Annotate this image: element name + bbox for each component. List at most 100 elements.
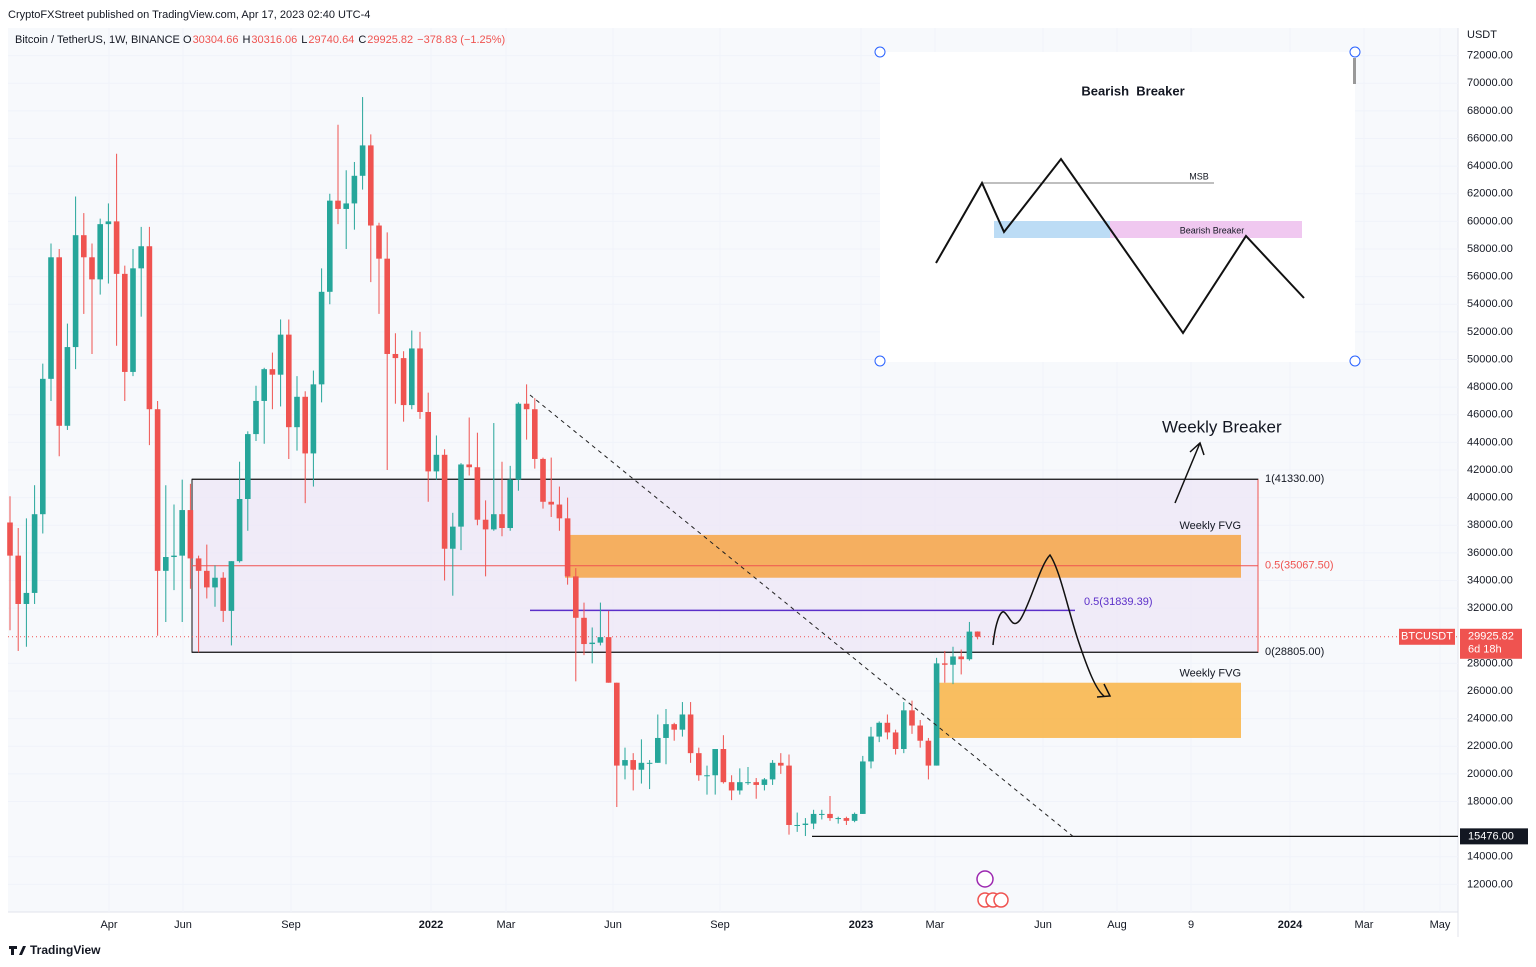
y-tick-label: 44000.00: [1467, 436, 1513, 448]
candle-body: [737, 782, 743, 791]
candle-body: [630, 760, 636, 770]
arrow-head: [1096, 683, 1112, 698]
candle-body: [843, 818, 850, 821]
candle-body: [105, 221, 112, 225]
footer-brand: TradingView: [30, 943, 101, 957]
y-tick-label: 24000.00: [1467, 713, 1513, 725]
inset-box: [880, 52, 1355, 362]
y-tick-label: 54000.00: [1467, 298, 1513, 310]
candle-body: [491, 514, 497, 530]
legend-key: H: [242, 34, 250, 46]
candle-body: [441, 454, 448, 549]
zones: [8, 478, 1458, 837]
inset-title: Bearish Breaker: [1081, 83, 1184, 98]
candle-body: [97, 224, 103, 280]
candle-body: [909, 710, 915, 726]
candle-body: [638, 762, 645, 770]
candle-body: [327, 200, 333, 292]
candle-body: [318, 291, 325, 385]
candle-body: [605, 637, 612, 683]
candle-body: [835, 818, 841, 820]
candle-body: [72, 235, 79, 348]
candle-body: [942, 663, 948, 665]
y-tick-label: 20000.00: [1467, 768, 1513, 780]
y-tick-label: 62000.00: [1467, 188, 1513, 200]
legend-key: L: [301, 34, 307, 46]
candle-body: [794, 824, 800, 826]
candle-body: [146, 246, 153, 410]
candle-body: [687, 714, 694, 754]
y-tick-label: 14000.00: [1467, 851, 1513, 863]
candle-body: [704, 775, 710, 777]
candle-body: [646, 762, 653, 764]
candle-body: [474, 467, 481, 520]
candle-body: [753, 782, 759, 785]
candle-body: [819, 813, 825, 815]
candle-body: [523, 403, 530, 410]
candle-body: [56, 257, 62, 426]
candle-body: [64, 347, 71, 426]
legend-change: −378.83 (−1.25%): [417, 34, 505, 46]
x-tick-label: Mar: [497, 919, 516, 931]
trendline: [529, 394, 1076, 839]
symbol-tag: [1399, 628, 1455, 645]
logo-mark: [9, 946, 26, 955]
support-tag: [1460, 828, 1528, 845]
candle-body: [933, 663, 940, 766]
legend-value: 29740.64: [308, 34, 354, 46]
handle[interactable]: [1349, 46, 1361, 58]
y-tick-label: 48000.00: [1467, 381, 1513, 393]
handle[interactable]: [874, 46, 886, 58]
handle[interactable]: [1349, 355, 1361, 367]
y-tick-label: 52000.00: [1467, 326, 1513, 338]
support-label: 15476.00: [1468, 830, 1514, 842]
y-tick-label: 58000.00: [1467, 243, 1513, 255]
axes: 12000.00 14000.00 18000.00 20000.00 22000.00…: [100, 50, 1528, 931]
y-tick-label: 60000.00: [1467, 215, 1513, 227]
legend-key: O: [183, 34, 192, 46]
inset-blue-zone: [994, 221, 1110, 238]
candle-body: [450, 526, 456, 549]
x-tick-label: Apr: [100, 919, 117, 931]
candle-body: [851, 813, 858, 821]
candle-body: [876, 722, 882, 737]
candle-body: [663, 724, 669, 738]
candle-body: [466, 464, 472, 468]
candle-body: [925, 740, 932, 766]
fib-label: 1(41330.00): [1265, 473, 1324, 485]
event-icon[interactable]: [993, 892, 1009, 908]
y-tick-label: 66000.00: [1467, 132, 1513, 144]
overlay: [529, 394, 1205, 839]
candle-body: [745, 782, 751, 784]
candle-body: [220, 577, 226, 611]
candle-body: [400, 358, 407, 406]
candle-body: [130, 268, 136, 372]
x-tick-label: Sep: [281, 919, 301, 931]
y-tick-label: 32000.00: [1467, 602, 1513, 614]
candle-body: [343, 203, 349, 209]
y-tick-label: 26000.00: [1467, 685, 1513, 697]
x-tick-label: Mar: [1355, 919, 1374, 931]
y-tick-label: 34000.00: [1467, 574, 1513, 586]
candle-body: [253, 400, 259, 435]
candle-body: [868, 736, 874, 762]
candle-body: [335, 200, 341, 209]
candle-body: [564, 518, 571, 577]
candle-body: [113, 221, 120, 274]
candle-body: [40, 378, 46, 515]
y-tick-label: 72000.00: [1467, 50, 1513, 62]
candle-body: [122, 273, 128, 372]
candle-body: [89, 257, 95, 280]
handle[interactable]: [874, 355, 886, 367]
fvg-label: Weekly FVG: [1179, 668, 1241, 680]
midline-label: 0.5(31839.39): [1084, 596, 1153, 608]
event-icon[interactable]: [976, 870, 994, 888]
x-tick-label: May: [1430, 919, 1451, 931]
y-tick-label: 46000.00: [1467, 409, 1513, 421]
y-tick-label: 42000.00: [1467, 464, 1513, 476]
legend: O 30304.66 H 30316.06 L 29740.64 C 29925.82 −378…: [183, 34, 505, 46]
candle-body: [974, 631, 981, 637]
x-tick-label: Aug: [1107, 919, 1127, 931]
legend-value: 29925.82: [367, 34, 413, 46]
